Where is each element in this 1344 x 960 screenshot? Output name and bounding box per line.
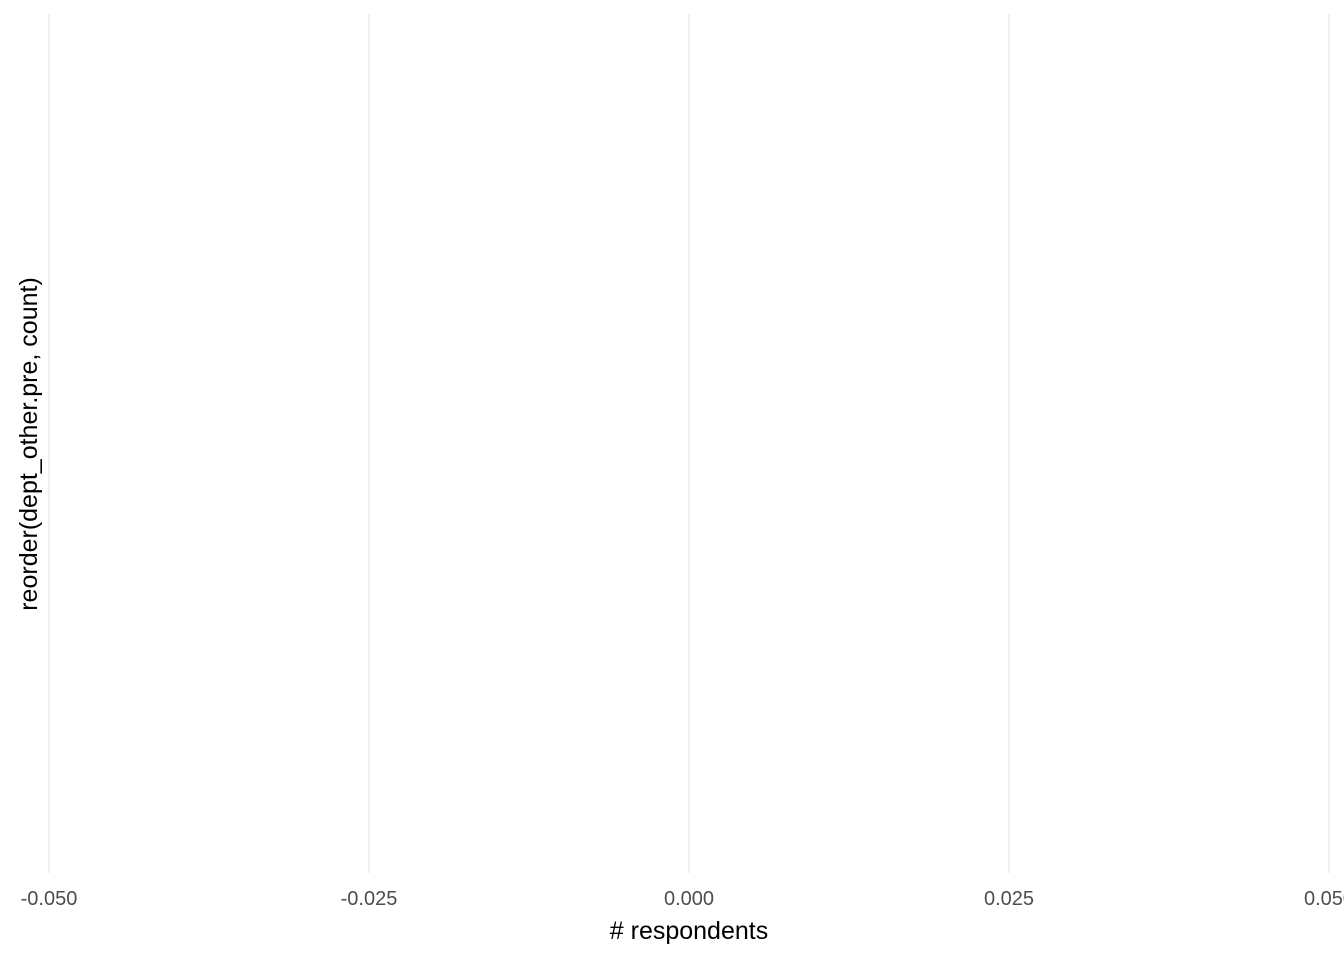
gridlines	[48, 14, 1330, 873]
x-tick-labels: -0.050 -0.025 0.000 0.025 0.050	[21, 888, 1344, 910]
x-tick-label: 0.050	[1304, 888, 1344, 910]
x-tick-label: -0.025	[341, 888, 398, 910]
x-tick-label: 0.025	[984, 888, 1034, 910]
y-axis-title: reorder(dept_other.pre, count)	[15, 277, 43, 611]
x-tick-label: -0.050	[21, 888, 78, 910]
x-tick-label: 0.000	[664, 888, 714, 910]
x-axis-title: # respondents	[610, 917, 768, 945]
